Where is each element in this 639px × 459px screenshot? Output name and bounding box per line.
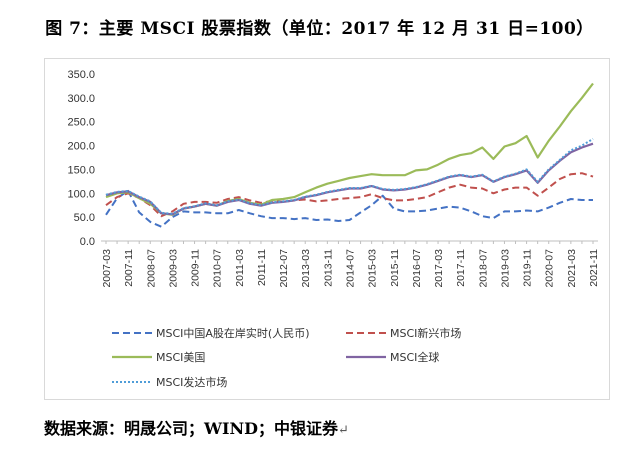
y-tick-label: 350.0 bbox=[67, 69, 95, 81]
source-separator: ； bbox=[188, 419, 205, 438]
series-line-2 bbox=[105, 82, 594, 216]
x-tick-label: 2009-11 bbox=[190, 249, 202, 287]
x-tick-label: 2019-11 bbox=[522, 249, 534, 287]
legend-label-1: MSCI新兴市场 bbox=[390, 326, 461, 340]
source-label: 数据来源： bbox=[44, 419, 125, 438]
source-part-mingsheng: 明晟公司 bbox=[124, 419, 189, 438]
x-tick-label: 2015-11 bbox=[389, 249, 401, 287]
legend-label-0: MSCI中国A股在岸实时(人民币) bbox=[156, 326, 310, 340]
y-tick-label: 200.0 bbox=[67, 141, 95, 153]
x-tick-label: 2015-03 bbox=[367, 249, 379, 288]
y-tick-label: 100.0 bbox=[67, 188, 95, 200]
series-line-0 bbox=[105, 189, 593, 228]
x-tick-label: 2011-11 bbox=[256, 249, 268, 286]
series-line-4 bbox=[105, 138, 594, 215]
legend-label-3: MSCI全球 bbox=[390, 350, 439, 364]
x-tick-label: 2016-07 bbox=[411, 249, 423, 288]
source-part-bocsec: 中银证券 bbox=[274, 419, 339, 438]
x-tick-label: 2007-11 bbox=[123, 249, 135, 287]
source-separator: ； bbox=[258, 419, 275, 438]
x-tick-label: 2011-03 bbox=[234, 249, 246, 287]
x-tick-label: 2014-07 bbox=[345, 249, 357, 288]
x-tick-label: 2013-03 bbox=[300, 249, 312, 288]
x-tick-label: 2020-07 bbox=[544, 249, 556, 288]
legend-label-4: MSCI发达市场 bbox=[156, 375, 227, 389]
y-tick-label: 250.0 bbox=[67, 117, 95, 129]
y-tick-label: 150.0 bbox=[67, 164, 95, 176]
legend-label-2: MSCI美国 bbox=[156, 351, 205, 364]
x-tick-label: 2010-07 bbox=[212, 249, 224, 288]
paragraph-mark-icon: ↵ bbox=[338, 423, 349, 438]
y-tick-label: 50.0 bbox=[74, 212, 95, 224]
y-tick-label: 300.0 bbox=[67, 93, 95, 105]
x-tick-label: 2018-07 bbox=[477, 249, 489, 288]
source-part-wind: WIND bbox=[204, 419, 258, 438]
x-tick-label: 2013-11 bbox=[322, 249, 334, 287]
x-tick-label: 2008-07 bbox=[145, 249, 157, 288]
chart-title: 图 7：主要 MSCI 股票指数（单位：2017 年 12 月 31 日=100… bbox=[45, 19, 594, 39]
x-tick-label: 2019-03 bbox=[499, 249, 511, 288]
x-tick-label: 2007-03 bbox=[101, 249, 113, 288]
x-tick-label: 2017-11 bbox=[455, 249, 467, 287]
y-tick-label: 0.0 bbox=[80, 236, 95, 248]
x-tick-label: 2021-03 bbox=[566, 249, 578, 288]
x-tick-label: 2012-07 bbox=[278, 249, 290, 288]
source-note: 数据来源：明晟公司；WIND；中银证券↵ bbox=[44, 415, 349, 439]
x-tick-label: 2009-03 bbox=[167, 249, 179, 288]
x-tick-label: 2021-11 bbox=[588, 249, 600, 287]
chart-frame bbox=[44, 58, 610, 400]
x-tick-label: 2017-03 bbox=[433, 249, 445, 288]
